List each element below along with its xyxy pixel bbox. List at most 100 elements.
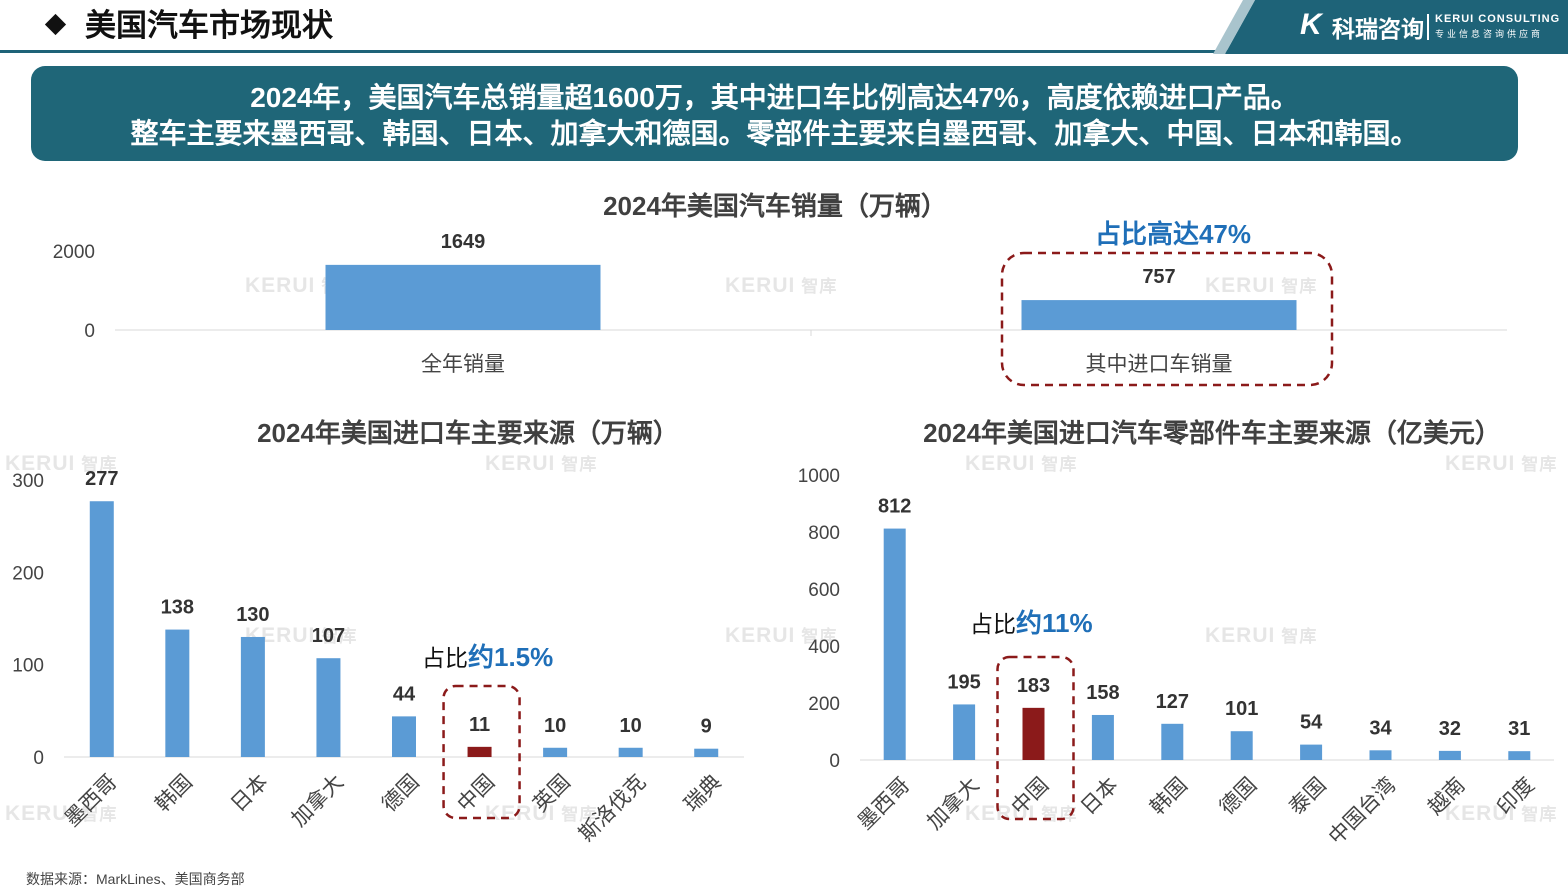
y-tick-label: 0 bbox=[829, 751, 840, 772]
category-label: 韩国 bbox=[151, 770, 197, 816]
y-tick-label: 400 bbox=[808, 637, 840, 658]
bar bbox=[1021, 300, 1297, 330]
brand-english: KERUI CONSULTING bbox=[1435, 13, 1561, 25]
category-label: 中国台湾 bbox=[1325, 773, 1401, 849]
data-label: 54 bbox=[1300, 712, 1323, 734]
callout-box bbox=[442, 684, 521, 820]
bar bbox=[1230, 731, 1253, 760]
data-label: 183 bbox=[1017, 675, 1050, 697]
page-title-text: 美国汽车市场现状 bbox=[85, 8, 333, 43]
bar bbox=[618, 747, 643, 757]
brand-mark-icon: K bbox=[1300, 8, 1322, 41]
chart-title: 2024年美国进口车主要来源（万辆） bbox=[257, 418, 679, 448]
bar bbox=[325, 264, 601, 330]
y-tick-label: 300 bbox=[12, 471, 44, 492]
page-title: 美国汽车市场现状 bbox=[44, 4, 333, 48]
data-label: 195 bbox=[947, 671, 980, 693]
category-label: 墨西哥 bbox=[854, 773, 915, 834]
bar bbox=[543, 747, 568, 757]
data-label: 32 bbox=[1439, 718, 1461, 740]
category-label: 日本 bbox=[227, 770, 273, 816]
bar bbox=[1300, 744, 1323, 760]
header: 美国汽车市场现状 K 科瑞咨询 KERUI CONSULTING 专业信息咨询供… bbox=[0, 0, 1568, 54]
bar bbox=[1438, 750, 1461, 760]
data-source: 数据来源：MarkLines、美国商务部 bbox=[26, 871, 245, 887]
highlight-value: 约11% bbox=[1016, 608, 1093, 638]
callout-box bbox=[996, 655, 1075, 821]
data-label: 138 bbox=[161, 597, 194, 619]
data-label: 1649 bbox=[441, 231, 486, 253]
y-tick-label: 0 bbox=[84, 321, 95, 342]
data-label: 101 bbox=[1225, 698, 1258, 720]
category-label: 泰国 bbox=[1285, 773, 1331, 819]
bar bbox=[1508, 751, 1531, 760]
bar bbox=[694, 748, 719, 757]
data-label: 10 bbox=[620, 715, 642, 737]
brand-band bbox=[1213, 0, 1568, 54]
data-label: 9 bbox=[701, 716, 712, 738]
category-label: 墨西哥 bbox=[61, 770, 122, 831]
category-label: 其中进口车销量 bbox=[1086, 353, 1233, 376]
bar bbox=[89, 501, 114, 757]
y-tick-label: 0 bbox=[33, 748, 44, 769]
y-tick-label: 600 bbox=[808, 580, 840, 601]
data-label: 812 bbox=[878, 496, 911, 518]
category-label: 日本 bbox=[1077, 773, 1123, 819]
brand-name: 科瑞咨询 bbox=[1332, 16, 1424, 42]
category-label: 越南 bbox=[1424, 773, 1470, 819]
data-label: 757 bbox=[1142, 266, 1175, 288]
highlight-prefix: 占比 bbox=[422, 645, 468, 671]
category-label: 瑞典 bbox=[680, 770, 726, 816]
y-tick-label: 100 bbox=[12, 656, 44, 677]
category-label: 斯洛伐克 bbox=[575, 770, 651, 846]
chart-title: 2024年美国进口汽车零部件车主要来源（亿美元） bbox=[923, 418, 1501, 448]
bar bbox=[1022, 707, 1045, 760]
brand-tagline: 专业信息咨询供应商 bbox=[1435, 29, 1544, 39]
bar bbox=[467, 746, 492, 757]
data-label: 34 bbox=[1369, 717, 1392, 739]
category-label: 英国 bbox=[529, 770, 575, 816]
data-label: 158 bbox=[1086, 682, 1119, 704]
category-label: 加拿大 bbox=[922, 773, 984, 835]
data-label: 31 bbox=[1508, 718, 1530, 740]
bar bbox=[1161, 723, 1184, 760]
highlight-share: 占比约1.5% bbox=[422, 642, 553, 672]
category-label: 中国 bbox=[453, 770, 499, 816]
bar bbox=[883, 528, 906, 760]
highlight-value: 约1.5% bbox=[468, 642, 553, 672]
bar bbox=[240, 636, 265, 757]
highlight-share: 占比高达47% bbox=[1095, 219, 1251, 249]
data-label: 277 bbox=[85, 468, 118, 490]
y-tick-label: 200 bbox=[808, 694, 840, 715]
callout-box bbox=[1000, 251, 1334, 387]
highlight-prefix: 占比 bbox=[970, 611, 1016, 637]
category-label: 德国 bbox=[1215, 773, 1261, 819]
category-label: 中国 bbox=[1007, 773, 1053, 819]
summary-line-2: 整车主要来墨西哥、韩国、日本、加拿大和德国。零部件主要来自墨西哥、加拿大、中国、… bbox=[130, 118, 1419, 149]
y-tick-label: 800 bbox=[808, 523, 840, 544]
data-label: 10 bbox=[544, 715, 566, 737]
y-tick-label: 2000 bbox=[53, 242, 95, 263]
bar bbox=[392, 716, 416, 757]
highlight-share: 占比约11% bbox=[970, 608, 1093, 638]
brand-separator bbox=[1427, 14, 1429, 40]
data-label: 127 bbox=[1156, 691, 1189, 713]
summary-line-1: 2024年，美国汽车总销量超1600万，其中进口车比例高达47%，高度依赖进口产… bbox=[250, 82, 1299, 113]
chart-title: 2024年美国汽车销量（万辆） bbox=[603, 191, 947, 221]
data-label: 11 bbox=[469, 714, 490, 736]
bar bbox=[1091, 714, 1114, 760]
bar bbox=[1369, 750, 1392, 760]
y-tick-label: 1000 bbox=[798, 466, 840, 487]
data-label: 130 bbox=[236, 604, 269, 626]
category-label: 加拿大 bbox=[287, 770, 349, 832]
